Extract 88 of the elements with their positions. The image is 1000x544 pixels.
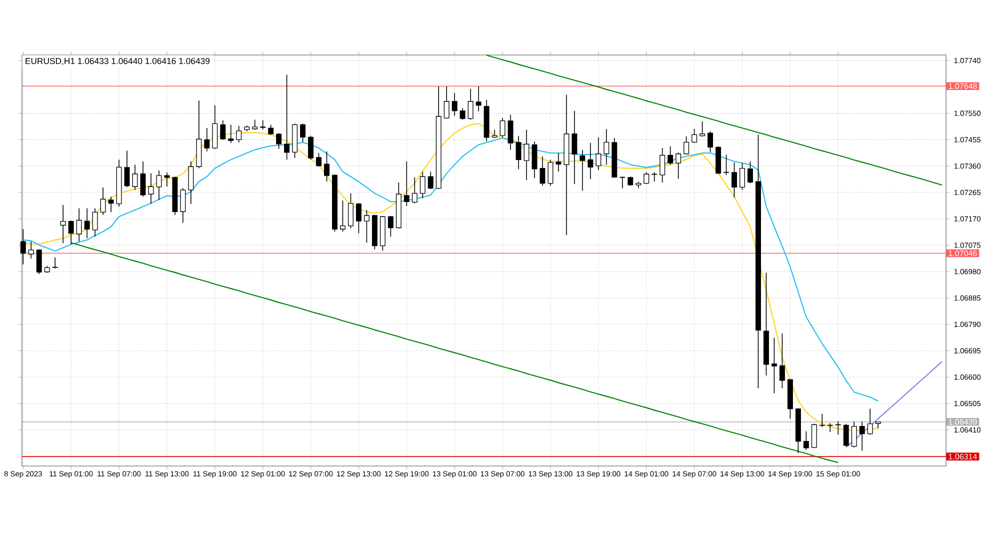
- line-series: [846, 361, 943, 448]
- candlestick: [708, 130, 714, 153]
- candlestick: [52, 257, 58, 269]
- candlestick: [124, 150, 130, 188]
- candlestick: [412, 176, 418, 204]
- candlestick: [771, 337, 777, 394]
- candlestick: [476, 86, 482, 112]
- candlestick: [556, 152, 562, 172]
- candlestick: [108, 196, 114, 213]
- candlestick: [356, 202, 362, 234]
- candlestick: [668, 146, 674, 166]
- candlestick: [460, 108, 466, 120]
- candlestick: [84, 208, 90, 239]
- candlestick: [68, 220, 74, 245]
- candlestick: [36, 248, 42, 275]
- ref-line-label: 1.07648: [948, 83, 977, 89]
- candlestick: [404, 160, 410, 206]
- candlestick: [236, 125, 242, 143]
- candlestick: [811, 423, 817, 448]
- candlestick: [180, 188, 186, 224]
- candlestick: [628, 176, 634, 186]
- candlestick: [779, 333, 785, 389]
- candlestick: [540, 156, 546, 186]
- candlestick: [843, 423, 849, 447]
- candlestick: [803, 430, 809, 450]
- candlestick: [220, 120, 226, 140]
- ref-line-label: 1.07046: [948, 250, 977, 256]
- candlestick: [508, 114, 514, 150]
- ref-line-label: 1.06314: [948, 454, 977, 460]
- candlestick: [724, 154, 729, 176]
- candlestick: [300, 123, 306, 143]
- candlestick: [28, 241, 34, 259]
- candlestick: [188, 160, 194, 204]
- candlestick: [348, 192, 354, 229]
- candlestick: [92, 208, 98, 238]
- chart-title: EURUSD,H1 1.06433 1.06440 1.06416 1.06439: [26, 58, 210, 66]
- candlestick: [252, 119, 258, 130]
- candlestick: [268, 124, 274, 136]
- candlestick: [596, 136, 602, 170]
- candlestick: [60, 204, 66, 244]
- candlestick: [324, 150, 330, 182]
- candlestick: [827, 422, 833, 433]
- candlestick: [428, 171, 434, 190]
- candlestick: [524, 129, 530, 180]
- candlestick: [340, 200, 346, 232]
- candlestick: [644, 172, 650, 185]
- candlestick: [156, 170, 162, 200]
- candlestick: [140, 160, 146, 198]
- candlestick: [500, 118, 506, 138]
- candlestick: [692, 128, 698, 144]
- candlestick: [132, 164, 138, 190]
- candlestick: [276, 132, 282, 150]
- candlestick: [851, 421, 857, 448]
- candlestick: [819, 413, 825, 428]
- candlestick: [308, 135, 314, 160]
- candlestick: [316, 152, 322, 168]
- candlestick: [684, 136, 690, 155]
- candlestick: [260, 120, 266, 130]
- candlestick: [420, 171, 426, 199]
- candlestick: [164, 172, 170, 188]
- candlestick: [580, 149, 586, 192]
- candlestick: [100, 187, 106, 216]
- candlestick: [148, 172, 154, 204]
- candlestick: [228, 124, 234, 144]
- candlestick: [548, 159, 554, 186]
- candlestick: [700, 120, 706, 137]
- candlestick: [444, 86, 450, 119]
- ref-line-label: 1.06439: [948, 419, 977, 425]
- candlestick: [452, 92, 458, 116]
- candlestick: [284, 74, 290, 160]
- candlestick: [660, 148, 666, 183]
- candlestick: [204, 128, 210, 152]
- candlestick: [604, 128, 610, 166]
- candlestick: [364, 210, 370, 244]
- candlestick: [676, 152, 682, 180]
- candlestick: [859, 421, 865, 452]
- candlestick: [516, 135, 522, 170]
- candlestick: [20, 228, 26, 265]
- candlestick: [740, 162, 745, 190]
- candlestick: [76, 208, 82, 242]
- candlestick: [388, 216, 394, 238]
- candlestick: [620, 176, 626, 189]
- candlestick: [468, 88, 474, 120]
- candlestick: [732, 162, 737, 198]
- candlestick: [748, 160, 753, 184]
- candlestick: [588, 142, 594, 180]
- candlestick: [572, 110, 578, 185]
- candlestick: [867, 408, 873, 436]
